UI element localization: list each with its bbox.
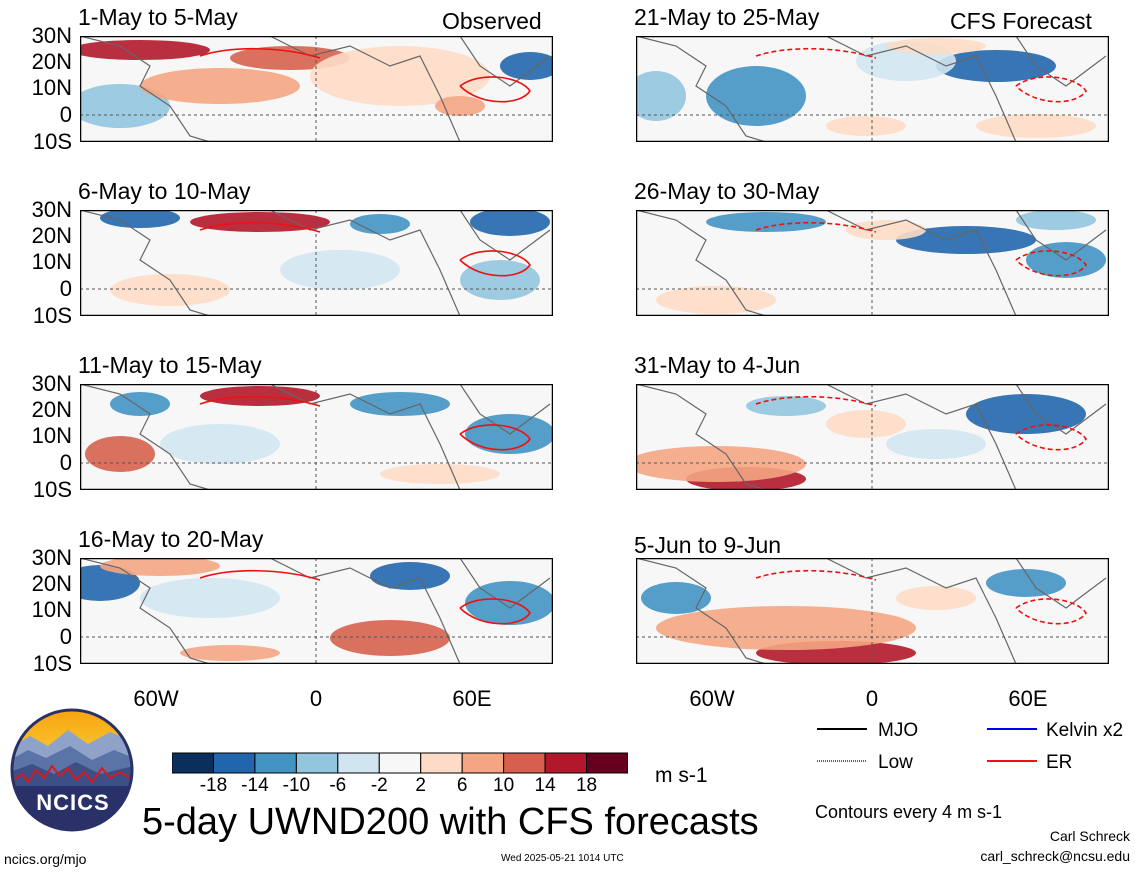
lat-label-1-1: 30N: [31, 23, 72, 48]
colorbar-tick-label: -2: [370, 775, 388, 796]
colorbar-tick-label: 14: [534, 775, 556, 796]
panel-title-observed-3: 11-May to 15-May: [78, 352, 262, 378]
colorbar-tick-label: -18: [199, 775, 228, 796]
email-label: carl_schreck@ncsu.edu: [980, 848, 1130, 864]
map-panel-5: [636, 36, 1109, 142]
site-label: ncics.org/mjo: [4, 851, 87, 867]
map-panel-6: [636, 210, 1109, 316]
colorbar-tick-label: 2: [415, 775, 426, 796]
lon-label-0-right: 0: [865, 686, 879, 711]
panel-title-forecast-3: 31-May to 4-Jun: [634, 352, 801, 378]
colorbar-tick-label: 18: [575, 775, 598, 796]
colorbar-swatch: [254, 752, 297, 774]
colorbar-swatch: [544, 752, 588, 774]
ncics-logo-text: NCICS: [36, 790, 110, 815]
lat-label-4-4: 0: [59, 624, 72, 649]
observed-label: Observed: [442, 8, 542, 34]
lat-label-4-5: 10S: [32, 651, 72, 676]
legend-line-kelvin: [987, 728, 1037, 730]
lat-label-2-3: 10N: [31, 249, 72, 274]
ncics-logo: [10, 708, 134, 832]
lat-label-3-3: 10N: [31, 423, 72, 448]
lon-label-60w-right: 60W: [689, 686, 735, 711]
lat-label-4-2: 20N: [31, 571, 72, 596]
colorbar-tick-label: -10: [282, 775, 311, 796]
map-panel-3: [80, 384, 553, 490]
lat-label-3-1: 30N: [31, 371, 72, 396]
legend-line-low: [817, 760, 867, 762]
colorbar-swatch: [172, 752, 214, 774]
lat-label-2-4: 0: [59, 276, 72, 301]
legend-label-er: ER: [1046, 752, 1073, 773]
lat-label-1-4: 0: [59, 102, 72, 127]
panel-title-forecast-1: 21-May to 25-May: [634, 4, 820, 30]
lat-label-2-1: 30N: [31, 197, 72, 222]
colorbar-tick-label: -14: [241, 775, 269, 796]
panel-title-observed-1: 1-May to 5-May: [78, 4, 238, 30]
timestamp-label: Wed 2025-05-21 1014 UTC: [501, 853, 624, 864]
contour-note: Contours every 4 m s-1: [815, 802, 1003, 822]
colorbar-tick-label: 6: [456, 775, 468, 796]
legend-label-mjo: MJO: [878, 720, 919, 741]
panel-title-observed-4: 16-May to 20-May: [78, 526, 264, 552]
colorbar-swatch: [586, 752, 628, 774]
author-label: Carl Schreck: [1049, 828, 1130, 844]
lon-label-60e-right: 60E: [1008, 686, 1048, 711]
figure-title: 5-day UWND200 with CFS forecasts: [142, 801, 759, 843]
units-label: m s-1: [655, 764, 708, 787]
legend-label-low: Low: [878, 752, 913, 773]
lat-label-3-2: 20N: [31, 397, 72, 422]
legend-line-er: [987, 760, 1037, 762]
legend-line-mjo: [817, 728, 867, 730]
map-panel-8: [636, 558, 1109, 664]
panel-title-forecast-4: 5-Jun to 9-Jun: [634, 532, 782, 558]
colorbar-swatch: [337, 752, 380, 774]
lat-label-4-1: 30N: [31, 545, 72, 570]
lat-label-2-5: 10S: [32, 303, 72, 328]
lon-label-60e-left: 60E: [452, 686, 492, 711]
lat-label-3-4: 0: [59, 450, 72, 475]
colorbar-swatch: [378, 752, 422, 774]
lon-label-60w-left: 60W: [133, 686, 179, 711]
map-panel-1: [80, 36, 553, 142]
map-panel-2: [80, 210, 553, 316]
colorbar: [172, 752, 628, 774]
lat-label-4-3: 10N: [31, 597, 72, 622]
lat-label-1-2: 20N: [31, 49, 72, 74]
panel-title-forecast-2: 26-May to 30-May: [634, 178, 820, 204]
lon-label-0-left: 0: [309, 686, 323, 711]
colorbar-swatch: [420, 752, 463, 774]
lat-label-1-3: 10N: [31, 75, 72, 100]
lat-label-2-2: 20N: [31, 223, 72, 248]
colorbar-tick-label: -6: [329, 775, 347, 796]
legend-label-kelvin: Kelvin x2: [1046, 720, 1124, 741]
forecast-label: CFS Forecast: [950, 8, 1092, 34]
colorbar-swatch: [295, 752, 339, 774]
panel-title-observed-2: 6-May to 10-May: [78, 178, 251, 204]
colorbar-swatch: [461, 752, 505, 774]
lat-label-3-5: 10S: [32, 477, 72, 502]
map-panel-7: [636, 384, 1109, 490]
colorbar-swatch: [503, 752, 546, 774]
colorbar-swatch: [212, 752, 256, 774]
colorbar-tick-label: 10: [493, 775, 515, 796]
lat-label-1-5: 10S: [32, 129, 72, 154]
map-panel-4: [80, 558, 553, 664]
